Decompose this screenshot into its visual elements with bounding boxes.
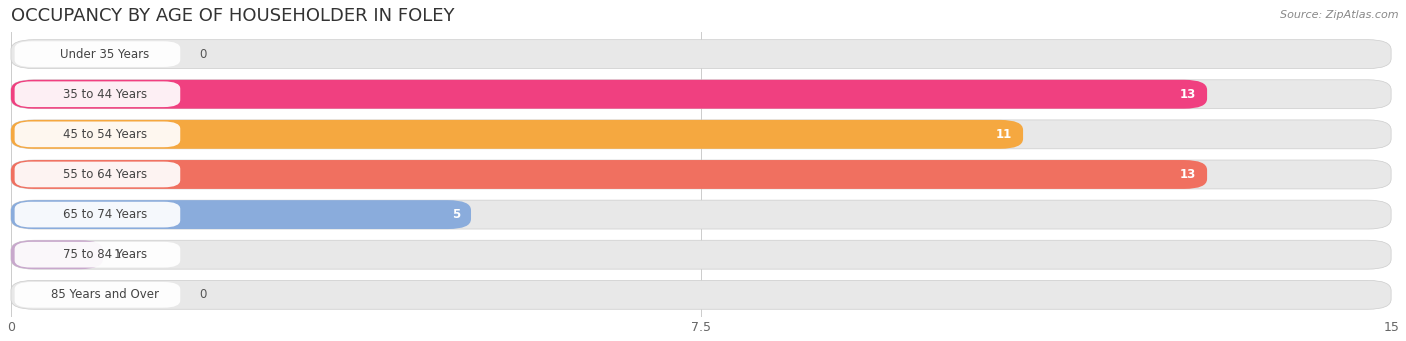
FancyBboxPatch shape xyxy=(11,240,1391,269)
Text: 0: 0 xyxy=(200,288,207,301)
Text: 85 Years and Over: 85 Years and Over xyxy=(51,288,159,301)
FancyBboxPatch shape xyxy=(11,160,1391,189)
FancyBboxPatch shape xyxy=(11,160,1208,189)
Text: Source: ZipAtlas.com: Source: ZipAtlas.com xyxy=(1281,10,1399,20)
FancyBboxPatch shape xyxy=(11,40,1391,69)
FancyBboxPatch shape xyxy=(11,240,103,269)
Text: 1: 1 xyxy=(114,248,121,261)
FancyBboxPatch shape xyxy=(11,80,1391,109)
Text: 65 to 74 Years: 65 to 74 Years xyxy=(63,208,146,221)
Text: 5: 5 xyxy=(451,208,460,221)
Text: 35 to 44 Years: 35 to 44 Years xyxy=(63,88,146,101)
FancyBboxPatch shape xyxy=(14,81,180,107)
FancyBboxPatch shape xyxy=(11,200,1391,229)
FancyBboxPatch shape xyxy=(14,41,180,67)
FancyBboxPatch shape xyxy=(11,120,1024,149)
FancyBboxPatch shape xyxy=(11,80,1208,109)
Text: Under 35 Years: Under 35 Years xyxy=(60,48,149,61)
FancyBboxPatch shape xyxy=(11,120,1391,149)
FancyBboxPatch shape xyxy=(11,200,471,229)
FancyBboxPatch shape xyxy=(14,242,180,268)
Text: 13: 13 xyxy=(1180,168,1197,181)
Text: 75 to 84 Years: 75 to 84 Years xyxy=(63,248,146,261)
FancyBboxPatch shape xyxy=(11,280,1391,309)
FancyBboxPatch shape xyxy=(14,282,180,308)
FancyBboxPatch shape xyxy=(14,162,180,187)
Text: 0: 0 xyxy=(200,48,207,61)
Text: 13: 13 xyxy=(1180,88,1197,101)
Text: 55 to 64 Years: 55 to 64 Years xyxy=(63,168,146,181)
FancyBboxPatch shape xyxy=(14,202,180,227)
Text: 11: 11 xyxy=(995,128,1012,141)
FancyBboxPatch shape xyxy=(14,121,180,147)
Text: OCCUPANCY BY AGE OF HOUSEHOLDER IN FOLEY: OCCUPANCY BY AGE OF HOUSEHOLDER IN FOLEY xyxy=(11,7,454,25)
Text: 45 to 54 Years: 45 to 54 Years xyxy=(63,128,146,141)
